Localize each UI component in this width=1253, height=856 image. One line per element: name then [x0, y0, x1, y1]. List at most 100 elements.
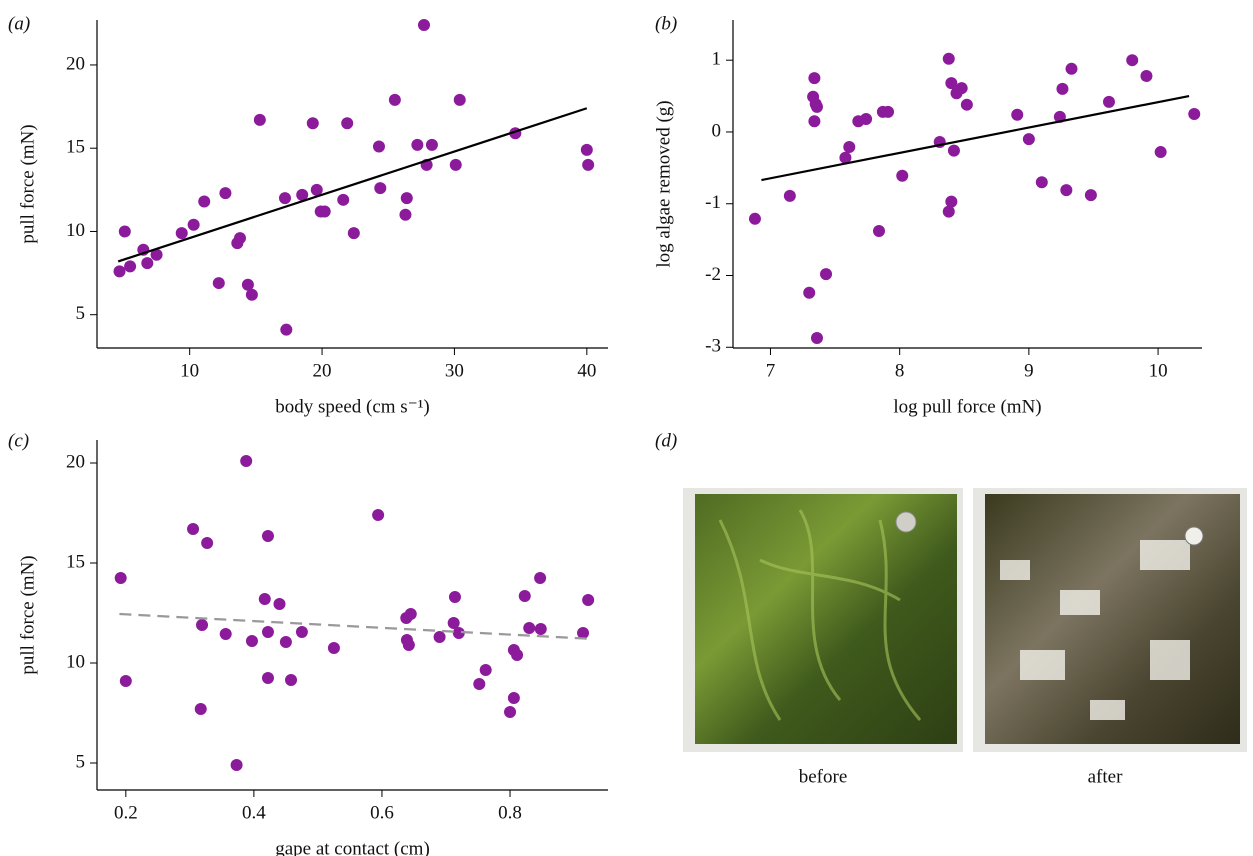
data-point — [534, 572, 547, 584]
y-axis-title: pull force (mN) — [17, 555, 38, 674]
data-point — [175, 227, 188, 240]
y-tick-label: 5 — [76, 751, 86, 772]
data-point — [860, 113, 873, 126]
y-tick-label: 0 — [712, 120, 722, 141]
data-point — [124, 260, 137, 273]
data-point — [245, 635, 258, 647]
data-point — [201, 537, 214, 549]
data-point — [261, 626, 274, 638]
y-tick-label: 20 — [66, 451, 85, 472]
x-axis-title: log pull force (mN) — [893, 396, 1041, 417]
data-point — [372, 509, 385, 521]
data-point — [337, 193, 350, 206]
x-tick-label: 0.2 — [114, 802, 138, 823]
data-point — [113, 265, 126, 278]
y-tick-label: 10 — [66, 651, 85, 672]
data-point — [810, 100, 823, 113]
data-point — [843, 141, 856, 154]
data-point — [1060, 184, 1073, 197]
data-point — [233, 232, 246, 245]
data-point — [820, 268, 833, 281]
x-tick-label: 20 — [313, 360, 332, 381]
x-axis-title: gape at contact (cm) — [275, 838, 430, 856]
fit-line — [117, 107, 588, 263]
x-tick-label: 10 — [1149, 360, 1168, 381]
data-point — [479, 664, 492, 676]
data-point — [372, 140, 385, 153]
data-point — [896, 169, 909, 182]
data-point — [1065, 62, 1078, 75]
data-point — [261, 672, 274, 684]
data-point — [261, 530, 274, 542]
data-point — [198, 195, 211, 208]
data-point — [388, 93, 401, 106]
data-point — [399, 208, 412, 221]
data-point — [196, 619, 209, 631]
x-tick-label: 9 — [1024, 360, 1034, 381]
data-point — [810, 331, 823, 344]
data-point — [523, 622, 536, 634]
data-point — [219, 187, 232, 200]
photo-caption: before — [799, 766, 848, 787]
data-point — [1022, 133, 1035, 146]
data-point — [447, 617, 460, 629]
data-point — [1154, 146, 1167, 159]
data-point — [187, 218, 200, 231]
data-point — [374, 182, 387, 195]
photo-hole — [1184, 526, 1204, 546]
y-axis-title: log algae removed (g) — [653, 100, 674, 267]
data-point — [310, 183, 323, 196]
data-point — [402, 639, 415, 651]
data-point — [280, 323, 293, 336]
data-point — [114, 572, 127, 584]
x-tick-label: 0.8 — [498, 802, 522, 823]
panel-label: (d) — [655, 430, 677, 451]
fit-line — [119, 612, 594, 641]
data-point — [425, 138, 438, 151]
data-point — [808, 72, 821, 85]
data-point — [452, 627, 465, 639]
data-point — [150, 248, 163, 261]
data-point — [453, 93, 466, 106]
data-point — [577, 627, 590, 639]
data-point — [947, 144, 960, 157]
data-point — [327, 642, 340, 654]
x-tick-label: 0.6 — [370, 802, 394, 823]
data-point — [534, 623, 547, 635]
data-point — [1035, 176, 1048, 189]
data-point — [411, 138, 424, 151]
data-point — [448, 591, 461, 603]
data-point — [417, 18, 430, 31]
y-axis-title: pull force (mN) — [17, 124, 38, 243]
data-point — [511, 649, 524, 661]
data-point — [141, 257, 154, 270]
y-tick-label: 5 — [76, 303, 86, 324]
data-point — [518, 590, 531, 602]
data-point — [245, 288, 258, 301]
data-point — [240, 455, 253, 467]
data-point — [279, 636, 292, 648]
data-point — [278, 192, 291, 205]
data-point — [449, 158, 462, 171]
x-tick-label: 40 — [577, 360, 596, 381]
y-tick-label: 15 — [66, 551, 85, 572]
data-point — [1102, 95, 1115, 108]
data-point — [118, 225, 131, 238]
data-point — [507, 692, 520, 704]
data-point — [582, 158, 595, 171]
photo-texture — [1000, 540, 1190, 720]
photo-texture — [718, 509, 922, 721]
data-point — [839, 151, 852, 164]
data-point — [803, 286, 816, 299]
data-point — [748, 212, 761, 225]
y-tick-label: -1 — [705, 192, 721, 213]
data-point — [1084, 189, 1097, 202]
data-point — [1126, 54, 1139, 67]
data-point — [306, 117, 319, 130]
data-point — [253, 113, 266, 126]
data-point — [258, 593, 271, 605]
panel-label: (b) — [655, 13, 677, 34]
data-point — [285, 674, 298, 686]
data-point — [872, 225, 885, 238]
data-point — [580, 143, 593, 156]
